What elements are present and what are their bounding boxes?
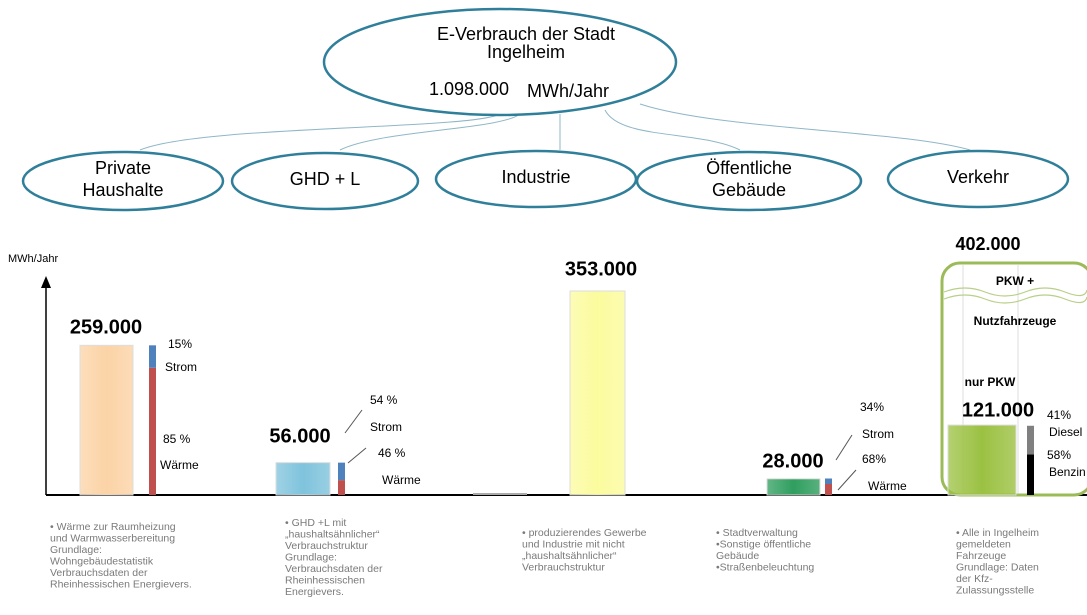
share-segment: [149, 345, 156, 368]
slash: [347, 447, 367, 464]
slash: [344, 409, 363, 434]
note-line: gemeldeten: [956, 538, 1011, 550]
bar-value: 56.000: [269, 425, 330, 447]
share-segment: [338, 480, 345, 495]
note-line: Energievers.: [285, 586, 344, 598]
sector-label: GHD + L: [290, 169, 361, 189]
note-line: Grundlage: Daten: [956, 561, 1039, 573]
bar: [569, 290, 626, 496]
traffic-total: 402.000: [955, 234, 1020, 254]
axis-label: MWh/Jahr: [8, 253, 58, 265]
note-line: •Sonstige öffentliche: [716, 538, 811, 550]
sector-ellipse: [635, 150, 863, 212]
share-name: Strom: [165, 360, 197, 374]
traffic-subset: nur PKW: [965, 375, 1016, 389]
share-label: 34%: [860, 400, 884, 414]
sector-ellipse: [886, 149, 1070, 209]
total-unit: MWh/Jahr: [527, 81, 609, 101]
title-line: Ingelheim: [487, 42, 565, 62]
note-line: • Wärme zur Raumheizung: [50, 521, 176, 533]
sector-label: Haushalte: [82, 180, 163, 200]
sector-ellipses: [21, 149, 1070, 212]
note-line: und Warmwasserbereitung: [50, 532, 175, 544]
slashes: [344, 409, 857, 491]
bar: [947, 424, 1017, 496]
share-label: 58%: [1047, 448, 1071, 462]
share-name: Wärme: [868, 479, 907, 493]
connector: [139, 113, 501, 151]
share-name: Wärme: [382, 473, 421, 487]
note-line: • Stadtverwaltung: [716, 527, 798, 539]
note-line: Wohngebäudestatistik: [50, 555, 154, 567]
share-label: 41%: [1047, 408, 1071, 422]
connector: [339, 113, 521, 151]
axis-arrow: [41, 276, 51, 288]
share-name: Diesel: [1049, 425, 1082, 439]
sector-label: Öffentliche: [706, 158, 792, 178]
bar-value: 121.000: [962, 399, 1034, 421]
sector-label: Verkehr: [947, 167, 1009, 187]
share-segment: [825, 478, 832, 484]
note-line: • produzierendes Gewerbe: [522, 527, 647, 539]
bar: [275, 462, 331, 496]
note-line: Rheinhessischen Energievers.: [50, 578, 192, 590]
note-line: •Straßenbeleuchtung: [716, 561, 814, 573]
note-line: Rheinhessischen: [285, 574, 365, 586]
title-line: E-Verbrauch der Stadt: [437, 24, 615, 44]
bar-value: 259.000: [70, 316, 142, 338]
bar: [766, 478, 821, 496]
slash: [835, 434, 853, 461]
connector: [604, 109, 741, 151]
note-line: Verbrauchstruktur: [285, 540, 368, 552]
note-line: Verbrauchstruktur: [522, 561, 605, 573]
share-label: 46 %: [378, 446, 406, 460]
sector-ellipse: [21, 150, 225, 212]
note-line: und Industrie mit nicht: [522, 538, 625, 550]
share-segment: [149, 367, 156, 495]
note-line: Fahrzeuge: [956, 550, 1006, 562]
sector-label: Industrie: [501, 167, 570, 187]
share-label: 15%: [168, 337, 192, 351]
bar-value: 28.000: [762, 450, 823, 472]
sector-ellipse: [230, 151, 420, 211]
note-line: Verbrauchsdaten der: [50, 567, 148, 579]
connector: [639, 103, 971, 151]
sector-label: Gebäude: [712, 180, 786, 200]
note-line: Verbrauchsdaten der: [285, 563, 383, 575]
share-segment: [825, 483, 832, 495]
note-line: der Kfz-: [956, 573, 993, 585]
traffic-group: PKW +: [996, 274, 1034, 288]
share-segment: [1027, 454, 1034, 495]
slash: [837, 469, 857, 491]
main-ellipse: [322, 7, 678, 117]
share-segment: [1027, 425, 1034, 455]
note-line: Grundlage:: [285, 551, 337, 563]
share-label: 54 %: [370, 393, 398, 407]
note-line: Zulassungsstelle: [956, 584, 1034, 596]
note-line: Grundlage:: [50, 544, 102, 556]
note-line: • Alle in Ingelheim: [956, 527, 1039, 539]
sector-label: Private: [95, 158, 151, 178]
share-label: 68%: [862, 452, 886, 466]
share-name: Strom: [862, 427, 894, 441]
total: 1.098.000: [429, 79, 509, 99]
note-line: „haushaltsähnlicher“: [522, 550, 617, 562]
traffic-group: Nutzfahrzeuge: [974, 314, 1057, 328]
share-segment: [338, 462, 345, 481]
share-name: Benzin: [1049, 465, 1086, 479]
share-label: 85 %: [163, 432, 191, 446]
traffic-box: [940, 261, 1087, 497]
break-mark: [943, 287, 1087, 304]
note-line: • GHD +L mit: [285, 517, 346, 529]
bar: [79, 344, 134, 496]
bar-value: 353.000: [565, 258, 637, 280]
note-line: „haushaltsähnlicher“: [285, 528, 380, 540]
share-name: Strom: [370, 420, 402, 434]
connectors: [139, 103, 971, 151]
share-name: Wärme: [160, 458, 199, 472]
note-line: Gebäude: [716, 550, 759, 562]
